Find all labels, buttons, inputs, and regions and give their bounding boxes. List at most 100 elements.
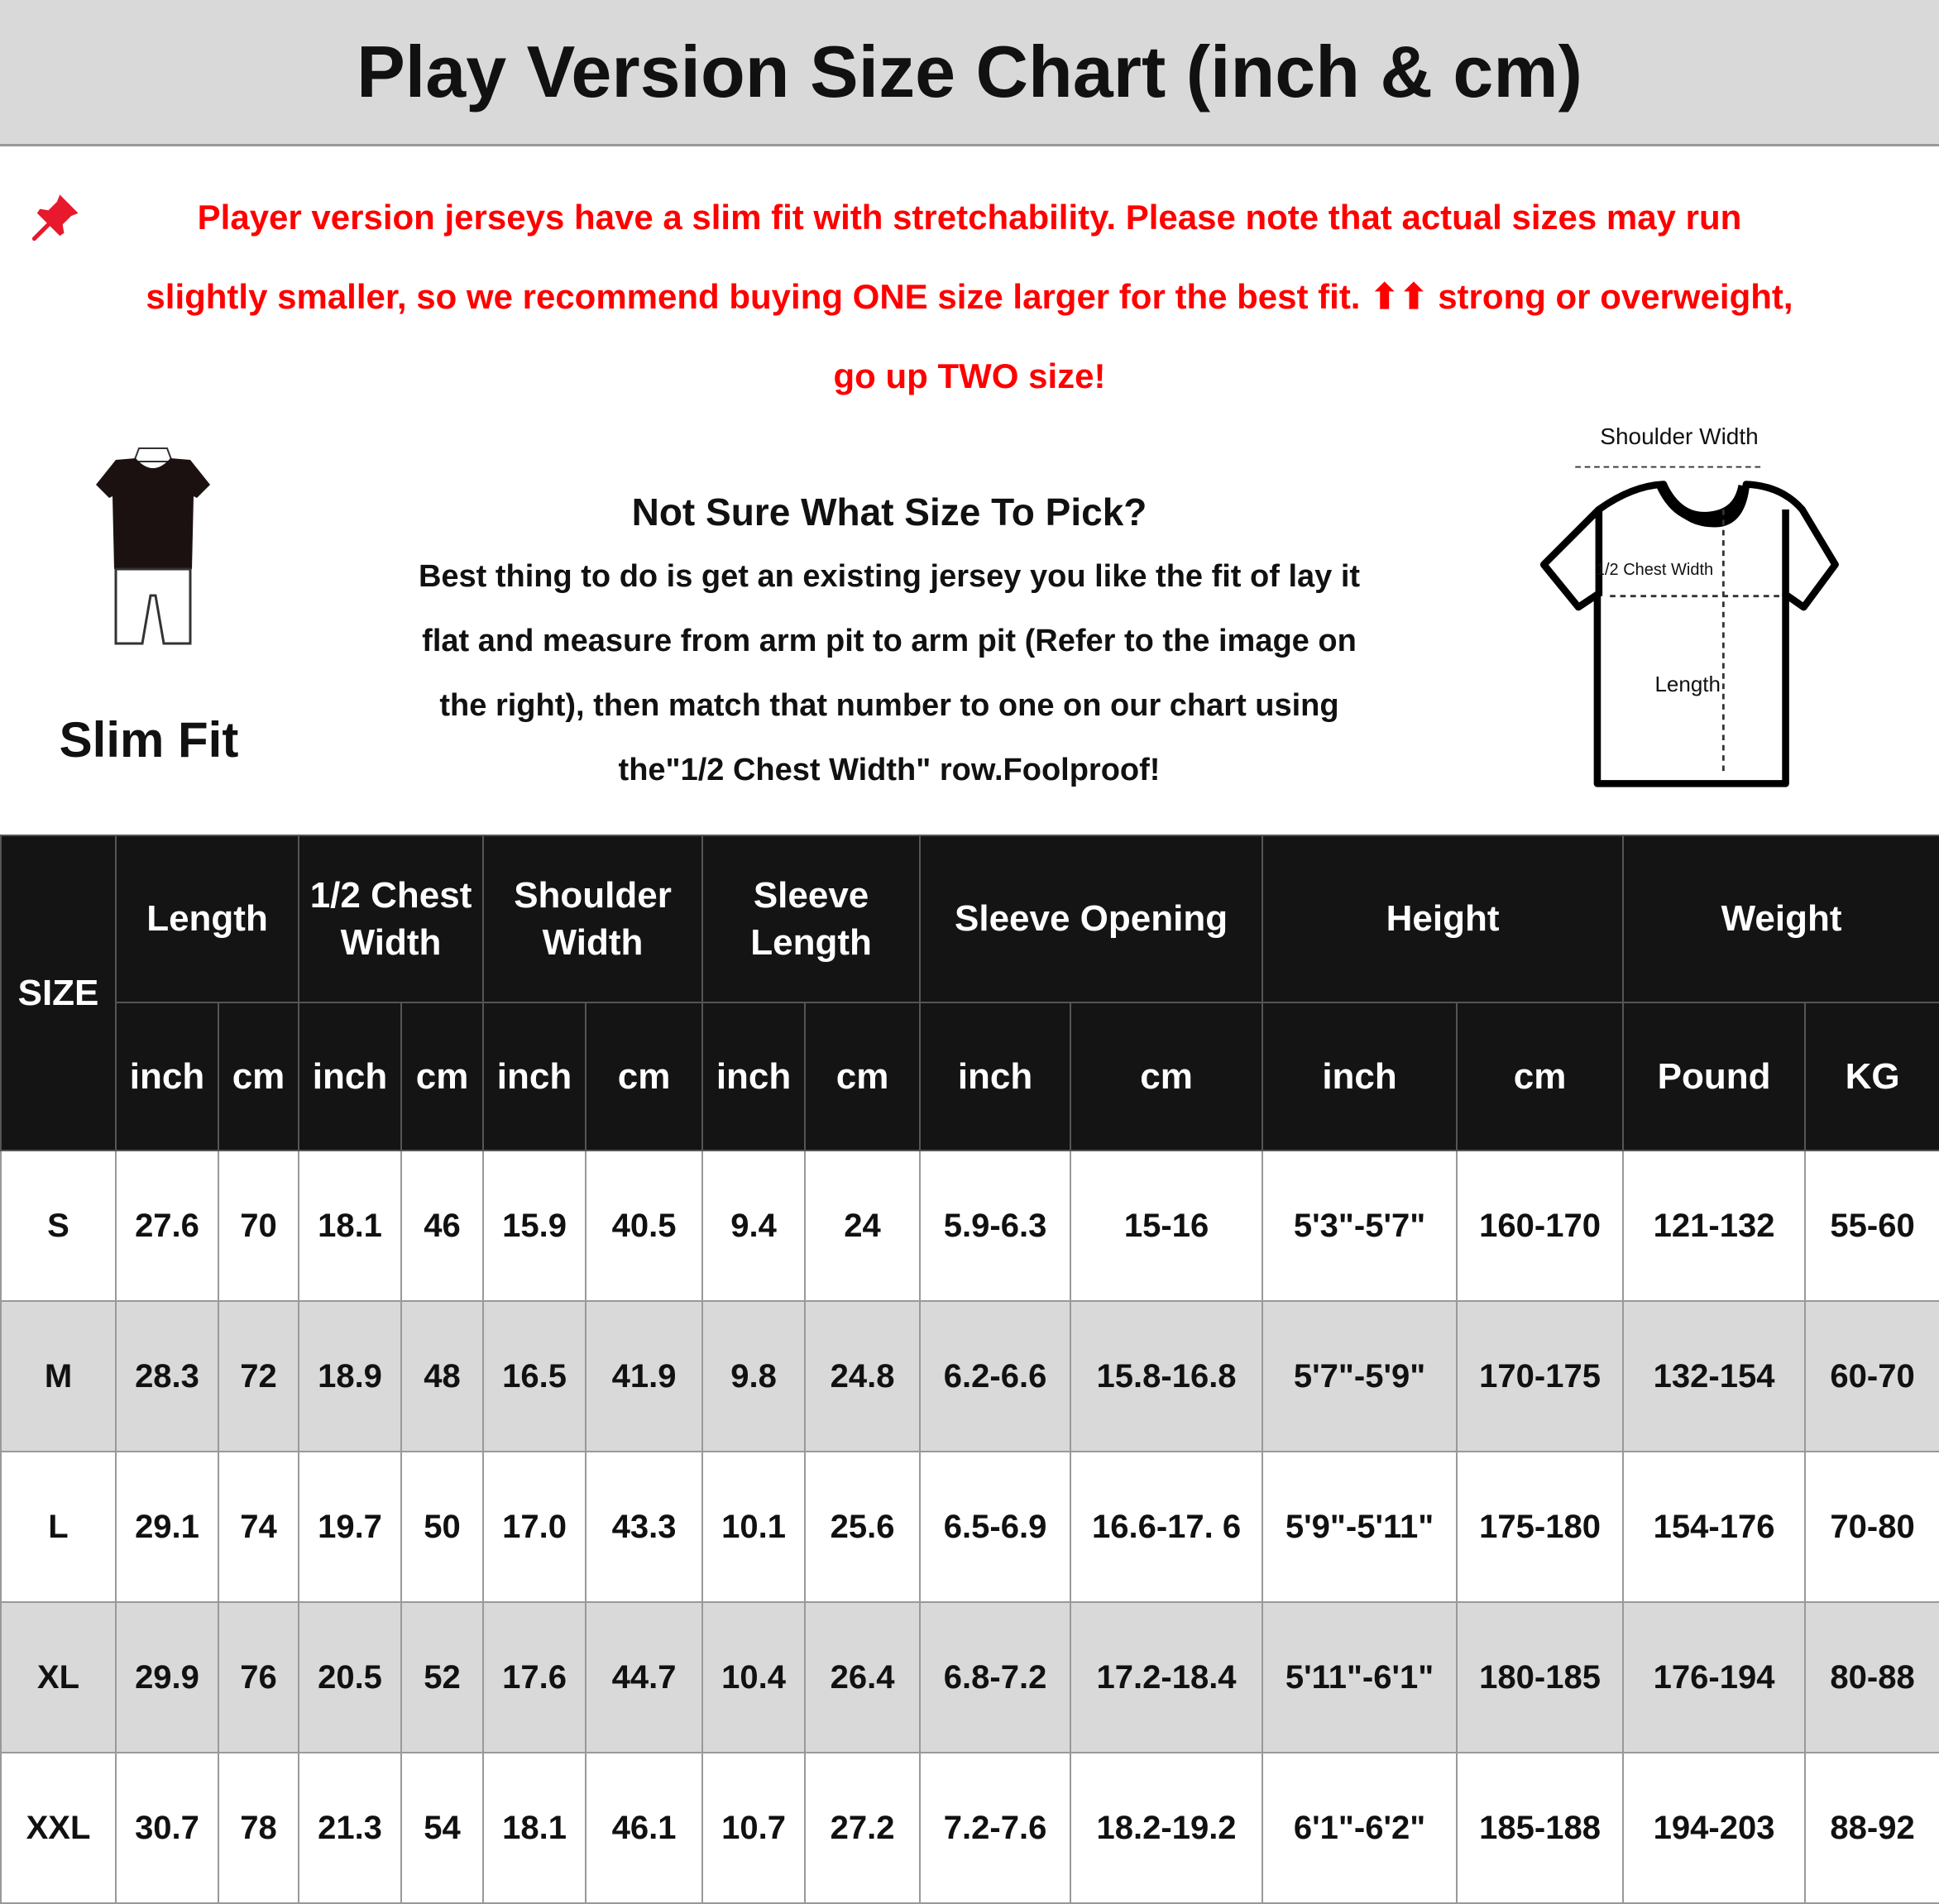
value-cell: 18.9: [298, 1300, 403, 1452]
unit-header: cm: [585, 1002, 704, 1151]
value-cell: 30.7: [115, 1752, 219, 1904]
column-group-header: Height: [1262, 835, 1625, 1003]
unit-header: inch: [115, 1002, 219, 1151]
column-group-header: Length: [114, 835, 300, 1003]
value-cell: 88-92: [1804, 1752, 1939, 1904]
value-cell: 18.1: [482, 1752, 587, 1904]
unit-header: inch: [701, 1002, 807, 1151]
size-cell: L: [0, 1451, 117, 1603]
table-row: M 28.3 72 18.9 48 16.5 41.9 9.8 24.8 6.2-6.6 15.8-…: [0, 1300, 1939, 1452]
value-cell: 27.6: [115, 1150, 219, 1302]
size-cell: M: [0, 1300, 117, 1452]
value-cell: 15.8-16.8: [1070, 1300, 1264, 1452]
value-cell: 5'3"-5'7": [1262, 1150, 1458, 1302]
unit-header: cm: [217, 1002, 300, 1151]
column-group-header: Weight: [1622, 835, 1939, 1003]
measurement-diagram: Shoulder Width 1/2 Chest Width Length: [1514, 414, 1845, 802]
value-cell: 16.6-17. 6: [1070, 1451, 1264, 1603]
value-cell: 27.2: [804, 1752, 922, 1904]
value-cell: 5'11"-6'1": [1262, 1601, 1458, 1753]
header-row-units: inch cm inch cm inch cm inch cm inch cm inch cm Poun…: [1, 1002, 1939, 1151]
help-line: the"1/2 Chest Width" row.Foolproof!: [618, 753, 1161, 787]
column-group-header: Sleeve Length: [701, 835, 922, 1003]
value-cell: 17.0: [482, 1451, 587, 1603]
value-cell: 29.1: [115, 1451, 219, 1603]
value-cell: 175-180: [1456, 1451, 1625, 1603]
diagram-length-label: Length: [1654, 672, 1721, 696]
value-cell: 72: [217, 1300, 300, 1452]
value-cell: 25.6: [804, 1451, 922, 1603]
value-cell: 6'1"-6'2": [1262, 1752, 1458, 1904]
value-cell: 80-88: [1804, 1601, 1939, 1753]
value-cell: 194-203: [1622, 1752, 1807, 1904]
value-cell: 20.5: [298, 1601, 403, 1753]
value-cell: 7.2-7.6: [919, 1752, 1072, 1904]
slim-fit-label: Slim Fit: [59, 712, 239, 768]
pushpin-icon: [31, 194, 79, 242]
column-group-header: Shoulder Width: [482, 835, 704, 1003]
value-cell: 15.9: [482, 1150, 587, 1302]
fit-notice: Player version jerseys have a slim fit w…: [17, 178, 1922, 416]
value-cell: 46.1: [585, 1752, 704, 1904]
value-cell: 18.2-19.2: [1070, 1752, 1264, 1904]
value-cell: 52: [400, 1601, 485, 1753]
unit-header: cm: [1456, 1002, 1625, 1151]
diagram-shoulder-label: Shoulder Width: [1600, 423, 1759, 449]
title-band: Play Version Size Chart (inch & cm): [0, 0, 1939, 146]
value-cell: 18.1: [298, 1150, 403, 1302]
value-cell: 24: [804, 1150, 922, 1302]
value-cell: 170-175: [1456, 1300, 1625, 1452]
column-group-header: 1/2 Chest Width: [298, 835, 485, 1003]
value-cell: 180-185: [1456, 1601, 1625, 1753]
value-cell: 17.6: [482, 1601, 587, 1753]
slim-fit-mannequin-icon: [96, 447, 210, 645]
value-cell: 60-70: [1804, 1300, 1939, 1452]
value-cell: 28.3: [115, 1300, 219, 1452]
value-cell: 24.8: [804, 1300, 922, 1452]
value-cell: 19.7: [298, 1451, 403, 1603]
unit-header: KG: [1804, 1002, 1939, 1151]
size-cell: XXL: [0, 1752, 117, 1904]
value-cell: 176-194: [1622, 1601, 1807, 1753]
help-heading: Not Sure What Size To Pick?: [631, 490, 1147, 533]
value-cell: 78: [217, 1752, 300, 1904]
value-cell: 160-170: [1456, 1150, 1625, 1302]
value-cell: 70-80: [1804, 1451, 1939, 1603]
unit-header: Pound: [1622, 1002, 1807, 1151]
value-cell: 6.5-6.9: [919, 1451, 1072, 1603]
size-help-text: Not Sure What Size To Pick? Best thing t…: [285, 480, 1493, 802]
header-row-groups: SIZE Length 1/2 Chest Width Shoulder Width…: [0, 835, 1939, 1151]
table-row: XXL 30.7 78 21.3 54 18.1 46.1 10.7 27.2 7.2-7.6 18…: [0, 1752, 1939, 1904]
value-cell: 46: [400, 1150, 485, 1302]
help-line: flat and measure from arm pit to arm pit…: [422, 624, 1357, 658]
value-cell: 6.8-7.2: [919, 1601, 1072, 1753]
size-table: SIZE Length 1/2 Chest Width Shoulder Width…: [0, 835, 1939, 1904]
unit-header: inch: [298, 1002, 403, 1151]
tshirt-measure-icon: [1539, 466, 1839, 787]
value-cell: 70: [217, 1150, 300, 1302]
notice-line-1: Player version jerseys have a slim fit w…: [197, 198, 1742, 237]
help-line: the right), then match that number to on…: [439, 688, 1339, 723]
unit-header: inch: [919, 1002, 1072, 1151]
value-cell: 16.5: [482, 1300, 587, 1452]
unit-header: cm: [804, 1002, 922, 1151]
value-cell: 10.4: [701, 1601, 807, 1753]
value-cell: 40.5: [585, 1150, 704, 1302]
value-cell: 154-176: [1622, 1451, 1807, 1603]
value-cell: 10.7: [701, 1752, 807, 1904]
value-cell: 76: [217, 1601, 300, 1753]
diagram-chest-label: 1/2 Chest Width: [1595, 561, 1714, 579]
unit-header: inch: [482, 1002, 587, 1151]
column-group-header: Sleeve Opening: [919, 835, 1264, 1003]
unit-header: inch: [1262, 1002, 1458, 1151]
size-cell: XL: [0, 1601, 117, 1753]
value-cell: 29.9: [115, 1601, 219, 1753]
value-cell: 6.2-6.6: [919, 1300, 1072, 1452]
value-cell: 5'9"-5'11": [1262, 1451, 1458, 1603]
value-cell: 41.9: [585, 1300, 704, 1452]
value-cell: 26.4: [804, 1601, 922, 1753]
value-cell: 9.8: [701, 1300, 807, 1452]
table-row: XL 29.9 76 20.5 52 17.6 44.7 10.4 26.4 6.8-7.2 17.…: [0, 1601, 1939, 1753]
value-cell: 9.4: [701, 1150, 807, 1302]
page-title: Play Version Size Chart (inch & cm): [357, 31, 1582, 112]
